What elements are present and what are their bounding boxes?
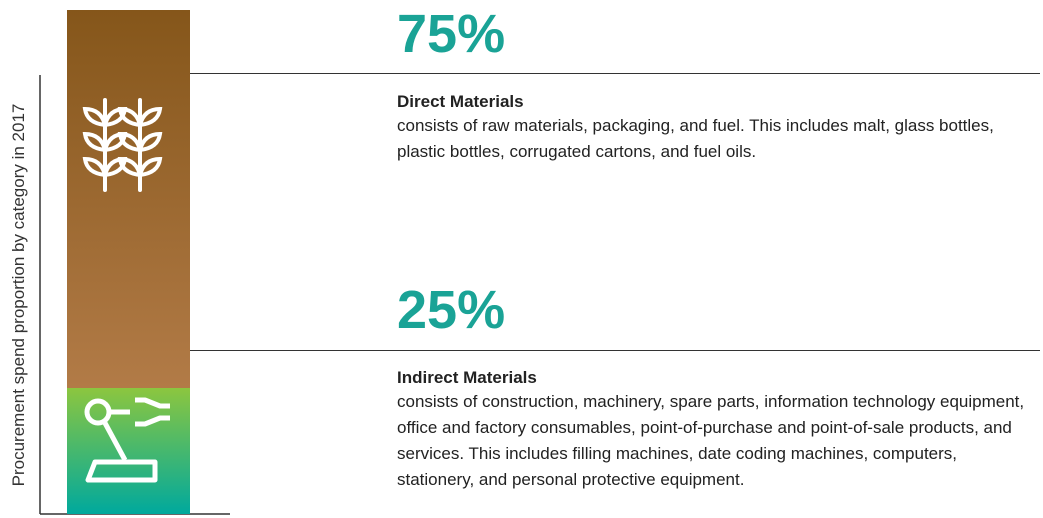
y-axis-label: Procurement spend proportion by category… xyxy=(9,104,28,487)
description: consists of raw materials, packaging, an… xyxy=(397,116,994,161)
legend-entry: Indirect Materials xyxy=(397,368,537,387)
value-label: 75% xyxy=(397,4,506,64)
divider xyxy=(190,73,1040,74)
description: consists of construction, machinery, spa… xyxy=(397,392,1025,489)
bar-segment xyxy=(67,388,190,514)
bar-segment xyxy=(67,10,190,388)
category-block: 75% Direct Materials consists of raw mater… xyxy=(397,4,1037,165)
category-block: 25% Indirect Materials consists of constru… xyxy=(397,280,1037,493)
wheat-icon xyxy=(82,98,163,192)
robot-arm-icon xyxy=(84,397,170,483)
divider xyxy=(190,350,1040,351)
legend-entry: Direct Materials xyxy=(397,92,524,111)
value-label: 25% xyxy=(397,280,506,340)
